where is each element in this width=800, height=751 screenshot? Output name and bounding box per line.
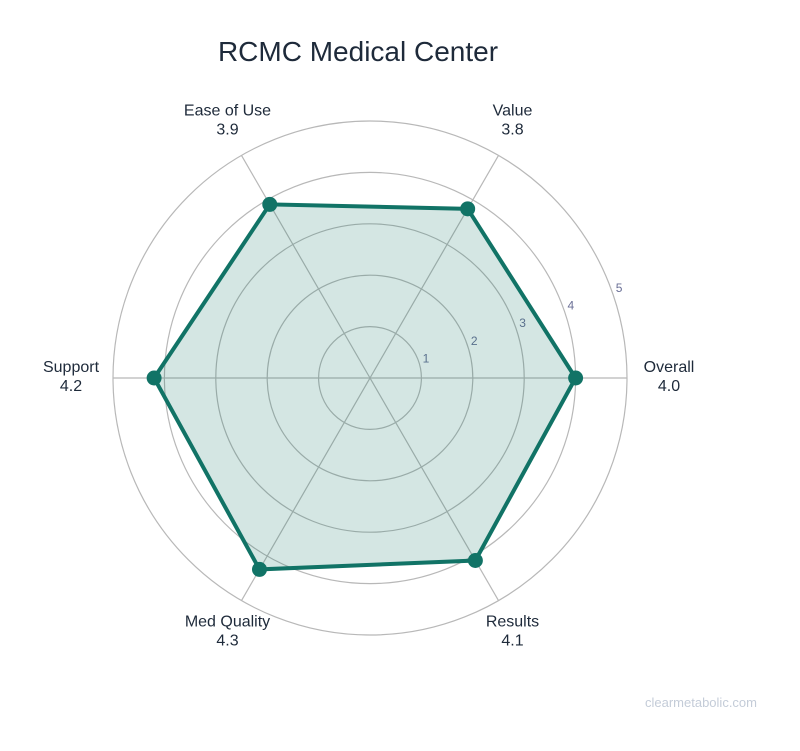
grid-spoke (240, 155, 371, 379)
axis-value-support: 4.2 (60, 378, 82, 395)
radial-tick-label: 4 (567, 299, 574, 313)
axis-value-ease-of-use: 3.9 (216, 121, 238, 138)
axis-label-value: Value (493, 102, 533, 119)
axis-value-overall: 4.0 (658, 378, 680, 395)
grid-spoke (369, 155, 500, 379)
radial-tick-label: 3 (519, 316, 526, 330)
axis-label-results: Results (486, 614, 539, 631)
data-point-support (146, 370, 162, 386)
axis-label-support: Support (43, 359, 100, 376)
data-point-overall (568, 370, 584, 386)
chart-title: RCMC Medical Center (218, 36, 498, 67)
radial-tick-label: 5 (616, 281, 623, 295)
axis-value-results: 4.1 (501, 633, 523, 650)
series-area (151, 202, 578, 572)
data-point-med-quality (251, 561, 267, 577)
radar-series (146, 196, 584, 577)
data-point-value (460, 201, 476, 217)
axis-label-overall: Overall (644, 359, 695, 376)
axis-value-value: 3.8 (501, 121, 523, 138)
axis-label-med-quality: Med Quality (185, 614, 270, 631)
radial-tick-label: 1 (423, 351, 430, 365)
axis-label-ease-of-use: Ease of Use (184, 102, 271, 119)
radial-tick-labels: 1 2 3 4 5 (423, 281, 623, 365)
axis-value-med-quality: 4.3 (216, 633, 238, 650)
data-point-results (467, 553, 483, 569)
watermark: clearmetabolic.com (645, 695, 757, 710)
radial-tick-label: 2 (471, 334, 478, 348)
data-point-ease-of-use (262, 196, 278, 212)
axis-labels: Overall 4.0 Value 3.8 Ease of Use 3.9 Support 4… (43, 102, 694, 649)
